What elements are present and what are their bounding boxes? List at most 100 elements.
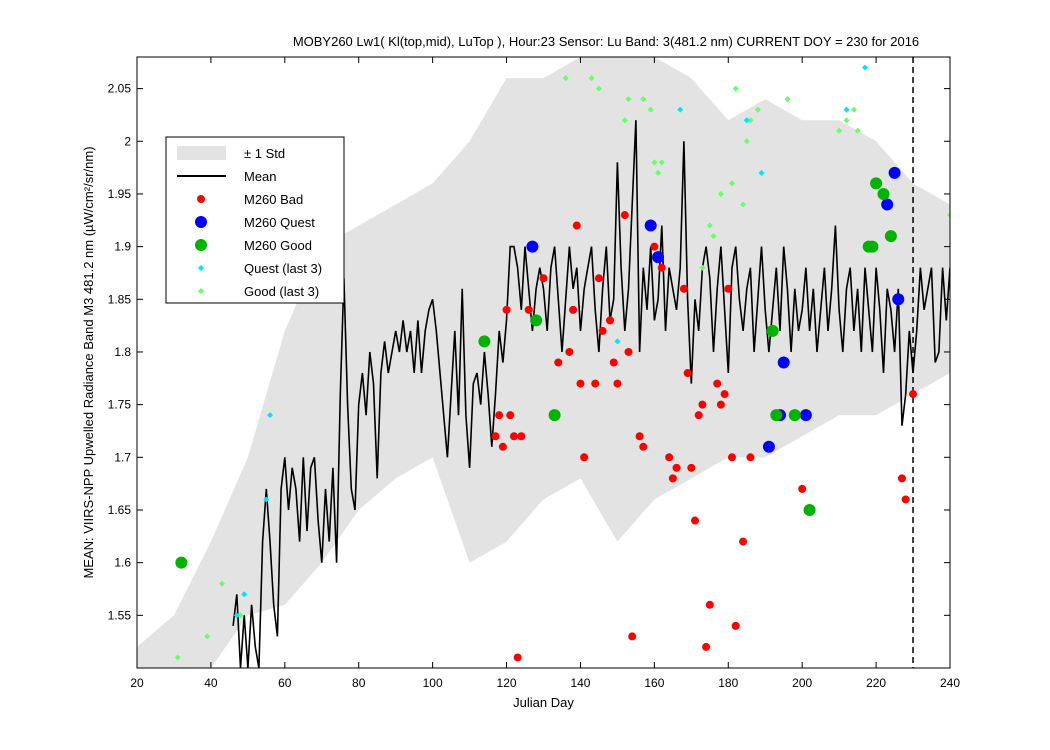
good-point [884, 230, 897, 243]
std-band [137, 57, 950, 668]
bad-point [694, 411, 703, 420]
y-tick-label: 1.7 [114, 450, 131, 464]
quest-point [526, 240, 539, 253]
bad-point [539, 274, 548, 283]
legend-label: Quest (last 3) [244, 261, 322, 276]
good-last3-point [843, 117, 850, 124]
good-last3-point [588, 75, 595, 82]
bad-point [687, 463, 696, 472]
bad-point [498, 442, 507, 451]
bad-point [624, 347, 633, 356]
good-last3-point [743, 138, 750, 145]
good-last3-point [717, 190, 724, 197]
good-last3-point [740, 201, 747, 208]
y-tick-label: 1.6 [114, 556, 131, 570]
bad-point [580, 453, 589, 462]
good-point [803, 503, 816, 516]
good-last3-point [640, 96, 647, 103]
bad-point [668, 474, 677, 483]
good-last3-point [836, 127, 843, 134]
good-last3-point [728, 180, 735, 187]
x-tick-label: 100 [423, 676, 443, 690]
bad-point [901, 495, 910, 504]
bad-point [746, 453, 755, 462]
good-point [877, 187, 890, 200]
good-last3-point [562, 75, 569, 82]
bad-point [594, 274, 603, 283]
bad-point [565, 347, 574, 356]
quest-last3-point [233, 612, 240, 619]
y-tick-label: 1.95 [108, 187, 132, 201]
x-tick-label: 180 [718, 676, 738, 690]
bad-point [713, 379, 722, 388]
quest-last3-point [743, 117, 750, 124]
x-tick-label: 80 [352, 676, 366, 690]
x-tick-label: 220 [866, 676, 886, 690]
bad-point [598, 326, 607, 335]
bad-point [731, 621, 740, 630]
quest-point [881, 198, 894, 211]
good-last3-point [947, 212, 950, 219]
y-tick-label: 2.05 [108, 82, 132, 96]
bad-point [513, 653, 522, 662]
bad-point [657, 263, 666, 272]
good-last3-point [854, 127, 861, 134]
x-tick-label: 40 [204, 676, 218, 690]
good-last3-point [784, 96, 791, 103]
bad-point [716, 400, 725, 409]
good-last3-point [237, 612, 244, 619]
good-last3-point [625, 96, 632, 103]
bad-point [491, 432, 500, 441]
y-tick-label: 1.8 [114, 345, 131, 359]
bad-point [606, 316, 615, 325]
bad-point [724, 284, 733, 293]
quest-last3-point [241, 591, 248, 598]
quest-last3-point [843, 106, 850, 113]
chart-title: MOBY260 Lw1( Kl(top,mid), LuTop ), Hour:… [293, 34, 919, 49]
bad-point [698, 400, 707, 409]
quest-point [644, 219, 657, 232]
good-last3-point [595, 85, 602, 92]
plot-area [137, 57, 950, 668]
quest-point [762, 440, 775, 453]
bad-point [576, 379, 585, 388]
x-tick-label: 120 [497, 676, 517, 690]
good-last3-point [706, 222, 713, 229]
bad-point [720, 390, 729, 399]
quest-last3-point [758, 169, 765, 176]
mean-line [232, 120, 950, 668]
bad-point [609, 358, 618, 367]
bad-point [509, 432, 518, 441]
quest-last3-point [862, 64, 869, 71]
bad-point [572, 221, 581, 230]
bad-point [672, 463, 681, 472]
legend-std-swatch [177, 146, 226, 160]
legend-good-swatch [195, 239, 207, 251]
quest-last3-point [677, 106, 684, 113]
legend-label: Mean [244, 169, 277, 184]
good-point [175, 556, 188, 569]
bad-point [569, 305, 578, 314]
bad-point [705, 600, 714, 609]
y-tick-label: 1.65 [108, 503, 132, 517]
good-last3-point [710, 233, 717, 240]
x-axis-label: Julian Day [513, 695, 574, 710]
good-last3-point [218, 580, 225, 587]
good-point [866, 240, 879, 253]
legend-quest-last3-swatch [198, 265, 204, 271]
y-tick-label: 1.85 [108, 292, 132, 306]
legend: ± 1 Std Mean M260 Bad M260 Quest M260 Good Qu… [165, 136, 345, 304]
good-point [478, 335, 491, 348]
legend-label: M260 Bad [244, 192, 303, 207]
bad-point [506, 411, 515, 420]
bad-point [727, 453, 736, 462]
x-tick-label: 60 [278, 676, 292, 690]
x-tick-label: 20 [130, 676, 144, 690]
bad-point [495, 411, 504, 420]
quest-point [888, 166, 901, 179]
good-last3-point [850, 106, 857, 113]
y-tick-label: 1.55 [108, 608, 132, 622]
good-point [770, 409, 783, 422]
